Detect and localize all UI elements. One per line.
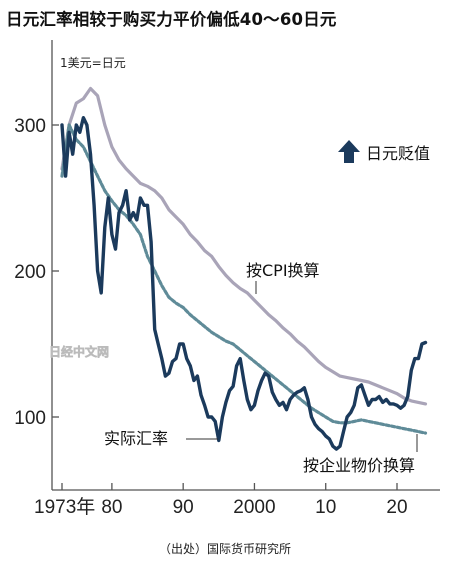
actual-series-label: 实际汇率 [104,429,168,448]
x-tick-label: 80 [101,497,122,518]
series-lines [60,86,428,451]
ppi-series-label: 按企业物价换算 [303,456,415,475]
y-tick-label: 300 [14,116,46,137]
depreciation-annotation: 日元贬值 [338,140,430,163]
x-tick-label: 1973年 [34,496,95,518]
y-tick-labels: 100 200 300 [14,116,46,429]
axes [51,40,440,491]
series-line-ppi [60,123,428,435]
x-tick-label: 90 [173,497,194,518]
y-tick-label: 200 [14,262,46,283]
series-line-actual [60,115,428,451]
series-line-cpi [60,86,428,406]
x-tick-labels: 1973年 80 90 2000 10 20 [34,496,408,518]
x-tick-label: 2000 [233,497,275,518]
x-tick-label: 20 [386,497,407,518]
ppi-annotation: 按企业物价换算 [303,434,418,475]
source-note: （出处）国际货币研究所 [158,542,291,556]
cpi-series-label: 按CPI换算 [246,261,320,280]
up-arrow-icon [338,140,360,163]
tick-marks [52,124,398,490]
x-tick-label: 10 [315,497,336,518]
watermark: 日经中文网 [49,344,109,359]
chart-title: 日元汇率相较于购买力平价偏低40～60日元 [6,10,337,29]
depreciation-label: 日元贬值 [366,144,430,163]
y-unit-label: 1美元=日元 [60,56,126,70]
cpi-annotation: 按CPI换算 [246,261,320,294]
actual-annotation: 实际汇率 [104,429,218,448]
y-tick-label: 100 [14,408,46,429]
